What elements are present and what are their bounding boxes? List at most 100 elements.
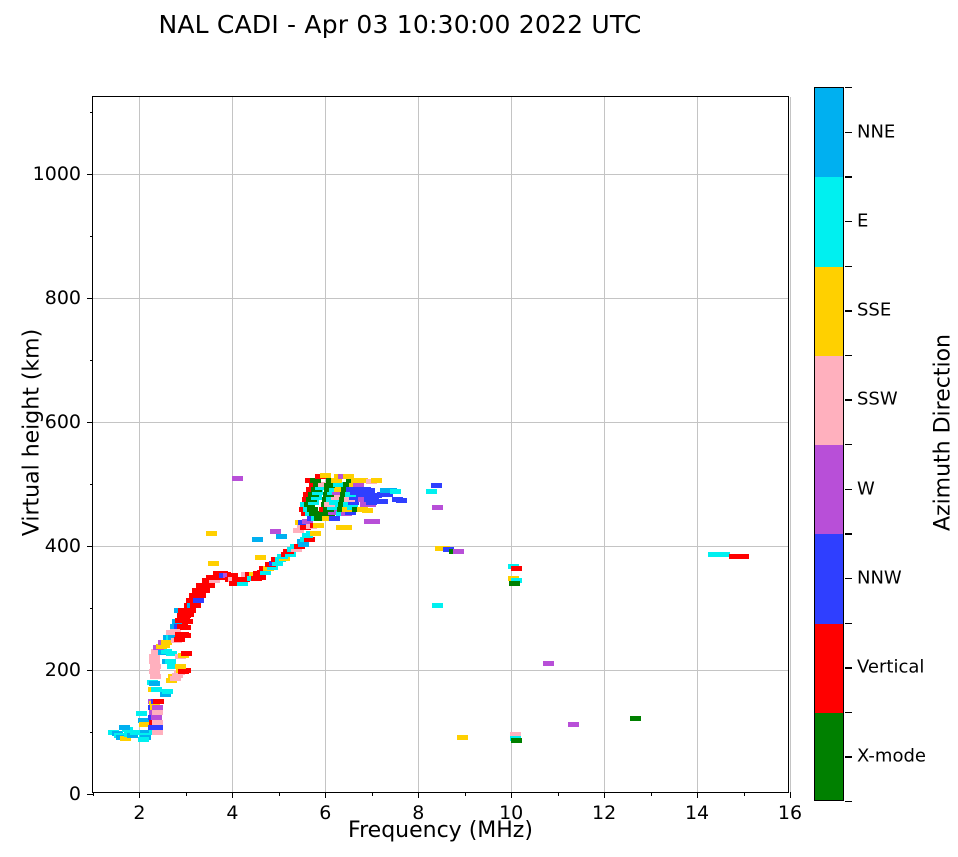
data-point	[511, 738, 523, 744]
data-point	[150, 714, 162, 720]
x-minor-tick	[743, 792, 745, 796]
data-point	[231, 475, 243, 481]
x-axis-title: Frequency (MHz)	[348, 818, 533, 843]
gridline-vertical	[697, 97, 699, 792]
data-point	[719, 552, 731, 558]
data-point	[331, 490, 343, 496]
data-point	[284, 552, 296, 558]
data-point	[269, 528, 281, 534]
data-point	[308, 511, 320, 517]
data-point	[152, 698, 164, 704]
colorbar-boundary-tick	[845, 354, 852, 357]
data-point	[138, 722, 150, 728]
data-point	[568, 722, 580, 728]
data-point	[151, 724, 163, 730]
data-point	[330, 495, 342, 501]
x-tick	[418, 792, 420, 798]
y-minor-tick	[89, 608, 93, 610]
data-point	[307, 500, 319, 506]
data-point	[183, 611, 195, 617]
colorbar-segment	[815, 355, 843, 445]
data-point	[345, 510, 357, 516]
data-point	[297, 542, 309, 548]
data-point	[313, 522, 325, 528]
data-point	[314, 516, 326, 522]
y-tick-label: 400	[44, 535, 81, 558]
data-point	[309, 478, 321, 483]
data-point	[356, 491, 368, 497]
gridline-vertical	[418, 97, 420, 792]
data-point	[149, 668, 161, 674]
data-point	[351, 478, 363, 483]
x-tick	[790, 792, 791, 798]
data-point	[431, 482, 443, 488]
data-point	[199, 588, 211, 594]
data-point	[304, 537, 316, 543]
data-point	[149, 681, 161, 687]
data-point	[150, 673, 162, 679]
data-point	[366, 500, 378, 506]
x-minor-tick	[464, 792, 466, 796]
data-point	[260, 569, 272, 575]
data-point	[189, 603, 201, 609]
colorbar	[814, 87, 844, 801]
y-tick-label: 800	[44, 287, 81, 310]
data-point	[306, 506, 318, 512]
colorbar-boundary-tick	[845, 265, 852, 267]
data-point	[317, 481, 329, 487]
data-point	[151, 719, 163, 725]
x-minor-tick	[278, 792, 280, 796]
data-point	[376, 491, 388, 497]
data-point	[160, 649, 172, 654]
data-point	[137, 718, 149, 724]
data-point	[728, 553, 740, 559]
data-point	[509, 580, 521, 586]
data-point	[371, 499, 383, 505]
data-point	[179, 625, 191, 631]
x-tick	[139, 792, 141, 798]
x-tick-label: 4	[226, 802, 239, 824]
y-tick	[87, 422, 93, 424]
data-point	[139, 729, 151, 735]
data-point	[150, 687, 162, 693]
colorbar-boundary-tick	[845, 533, 852, 535]
y-minor-tick	[89, 360, 93, 362]
colorbar-tick	[845, 577, 852, 580]
data-point	[315, 485, 327, 491]
x-minor-tick	[557, 792, 559, 796]
gridline-vertical	[604, 97, 606, 792]
data-point	[160, 640, 172, 646]
data-point	[319, 473, 331, 479]
data-point	[136, 710, 148, 716]
data-point	[166, 651, 178, 657]
data-point	[432, 505, 444, 511]
data-point	[707, 552, 719, 558]
colorbar-tick	[845, 131, 852, 134]
data-point	[329, 516, 341, 522]
data-point	[511, 565, 523, 571]
x-tick-label: 16	[777, 802, 803, 824]
data-point	[254, 574, 266, 580]
y-axis-title: Virtual height (km)	[19, 328, 45, 537]
gridline-vertical	[139, 97, 141, 792]
data-point	[150, 649, 162, 654]
data-point	[179, 667, 191, 673]
x-tick	[697, 792, 699, 798]
data-point	[329, 500, 341, 506]
data-point	[396, 497, 408, 503]
data-point	[185, 608, 197, 614]
data-point	[300, 525, 312, 531]
data-point	[312, 490, 324, 496]
data-point	[542, 661, 554, 667]
data-point	[354, 486, 366, 492]
y-tick	[87, 670, 93, 672]
x-tick	[325, 792, 327, 798]
data-point	[443, 547, 455, 553]
data-point	[159, 692, 171, 698]
data-point	[254, 554, 266, 560]
data-point	[328, 510, 340, 516]
data-point	[209, 578, 221, 584]
colorbar-label-w: W	[857, 478, 875, 500]
colorbar-boundary-tick	[845, 801, 852, 803]
colorbar-title: Azimuth Direction	[930, 333, 956, 532]
